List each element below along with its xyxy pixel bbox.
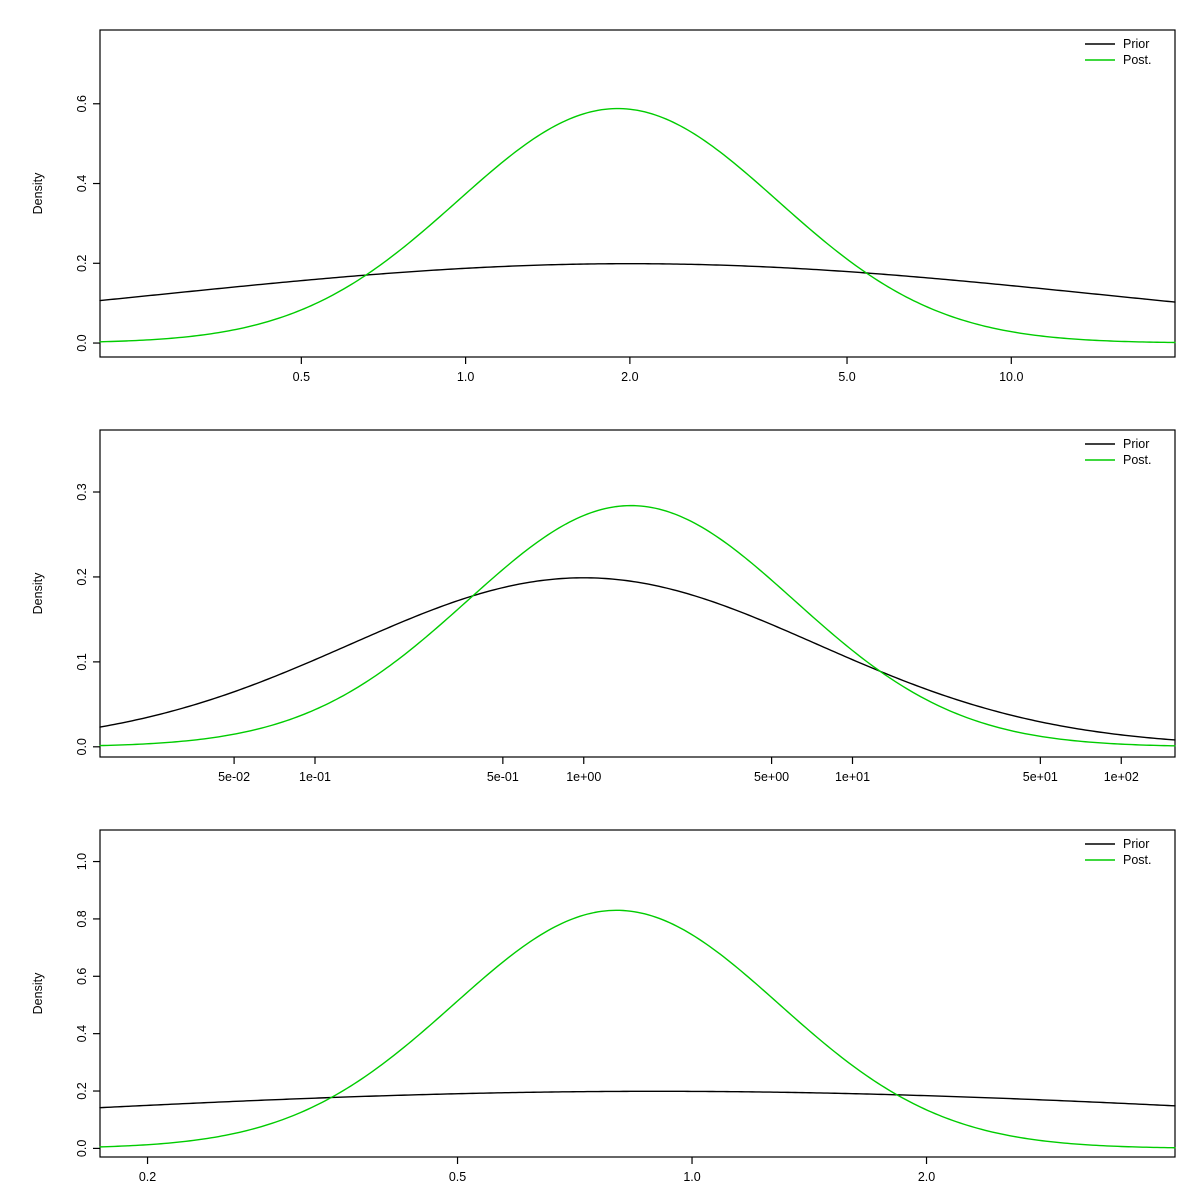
x-axis-tick-label: 10.0 [999, 370, 1023, 384]
chart-middle-svg: 5e-02 1e-01 5e-01 1e+00 5e+00 1e+01 5e+01 1e+02… [31, 429, 1176, 784]
x-axis-tick-label: 2.0 [918, 1170, 935, 1184]
legend-label-prior: Prior [1123, 837, 1149, 851]
legend-label-post: Post. [1123, 453, 1152, 467]
chart-middle-prior-posterior: 5e-02 1e-01 5e-01 1e+00 5e+00 1e+01 5e+01 1e+02… [0, 400, 1200, 800]
prior-curve [99, 262, 1176, 303]
x-axis-tick-label: 1e-01 [299, 770, 331, 784]
y-axis-tick-label: 0.2 [75, 1082, 89, 1099]
x-axis-tick-label: 5e-01 [487, 770, 519, 784]
legend-label-prior: Prior [1123, 437, 1149, 451]
plot-box [99, 29, 1176, 358]
y-axis-tick-label: 0.0 [75, 738, 89, 755]
y-axis-tick-label: 0.4 [75, 175, 89, 192]
plot-box [99, 829, 1176, 1158]
chart-bottom-svg: 0.2 0.5 1.0 2.0 0.0 0.2 0.4 0.6 0.8 1.0 Density Pri… [31, 829, 1176, 1184]
y-axis-tick-label: 1.0 [75, 853, 89, 870]
y-axis-tick-label: 0.2 [75, 568, 89, 585]
x-axis-tick-label: 5e+01 [1023, 770, 1058, 784]
x-axis-tick-label: 2.0 [621, 370, 638, 384]
chart-top-prior-posterior: 0.5 1.0 2.0 5.0 10.0 0.0 0.2 0.4 0.6 Density Prior… [0, 0, 1200, 400]
posterior-curve [99, 504, 1176, 747]
legend-label-prior: Prior [1123, 37, 1149, 51]
y-axis-tick-label: 0.1 [75, 653, 89, 670]
y-axis-tick-label: 0.3 [75, 483, 89, 500]
x-axis-tick-label: 0.5 [293, 370, 310, 384]
x-axis-tick-label: 0.5 [449, 1170, 466, 1184]
x-axis-tick-label: 5.0 [838, 370, 855, 384]
legend-label-post: Post. [1123, 853, 1152, 867]
y-axis-tick-label: 0.2 [75, 255, 89, 272]
prior-curve [99, 577, 1176, 741]
y-axis-tick-label: 0.0 [75, 1140, 89, 1157]
chart-top-svg: 0.5 1.0 2.0 5.0 10.0 0.0 0.2 0.4 0.6 Density Prior… [31, 29, 1176, 384]
x-axis-tick-label: 0.2 [139, 1170, 156, 1184]
x-axis-tick-label: 1.0 [457, 370, 474, 384]
x-axis-tick-label: 1e+00 [566, 770, 601, 784]
legend-label-post: Post. [1123, 53, 1152, 67]
x-axis-tick-label: 1e+01 [835, 770, 870, 784]
y-axis-tick-label: 0.4 [75, 1025, 89, 1042]
y-axis-tick-label: 0.0 [75, 334, 89, 351]
prior-curve [99, 1090, 1176, 1109]
posterior-curve [99, 107, 1176, 344]
plot-box [99, 429, 1176, 758]
y-axis-tick-label: 0.6 [75, 968, 89, 985]
x-axis-tick-label: 5e-02 [218, 770, 250, 784]
x-axis-tick-label: 1e+02 [1104, 770, 1139, 784]
x-axis-tick-label: 1.0 [683, 1170, 700, 1184]
x-axis-tick-label: 5e+00 [754, 770, 789, 784]
chart-bottom-prior-posterior: 0.2 0.5 1.0 2.0 0.0 0.2 0.4 0.6 0.8 1.0 Density Pri… [0, 800, 1200, 1200]
y-axis-title: Density [31, 972, 45, 1014]
y-axis-tick-label: 0.6 [75, 95, 89, 112]
y-axis-title: Density [31, 572, 45, 614]
y-axis-title: Density [31, 172, 45, 214]
posterior-curve [99, 909, 1176, 1149]
y-axis-tick-label: 0.8 [75, 910, 89, 927]
